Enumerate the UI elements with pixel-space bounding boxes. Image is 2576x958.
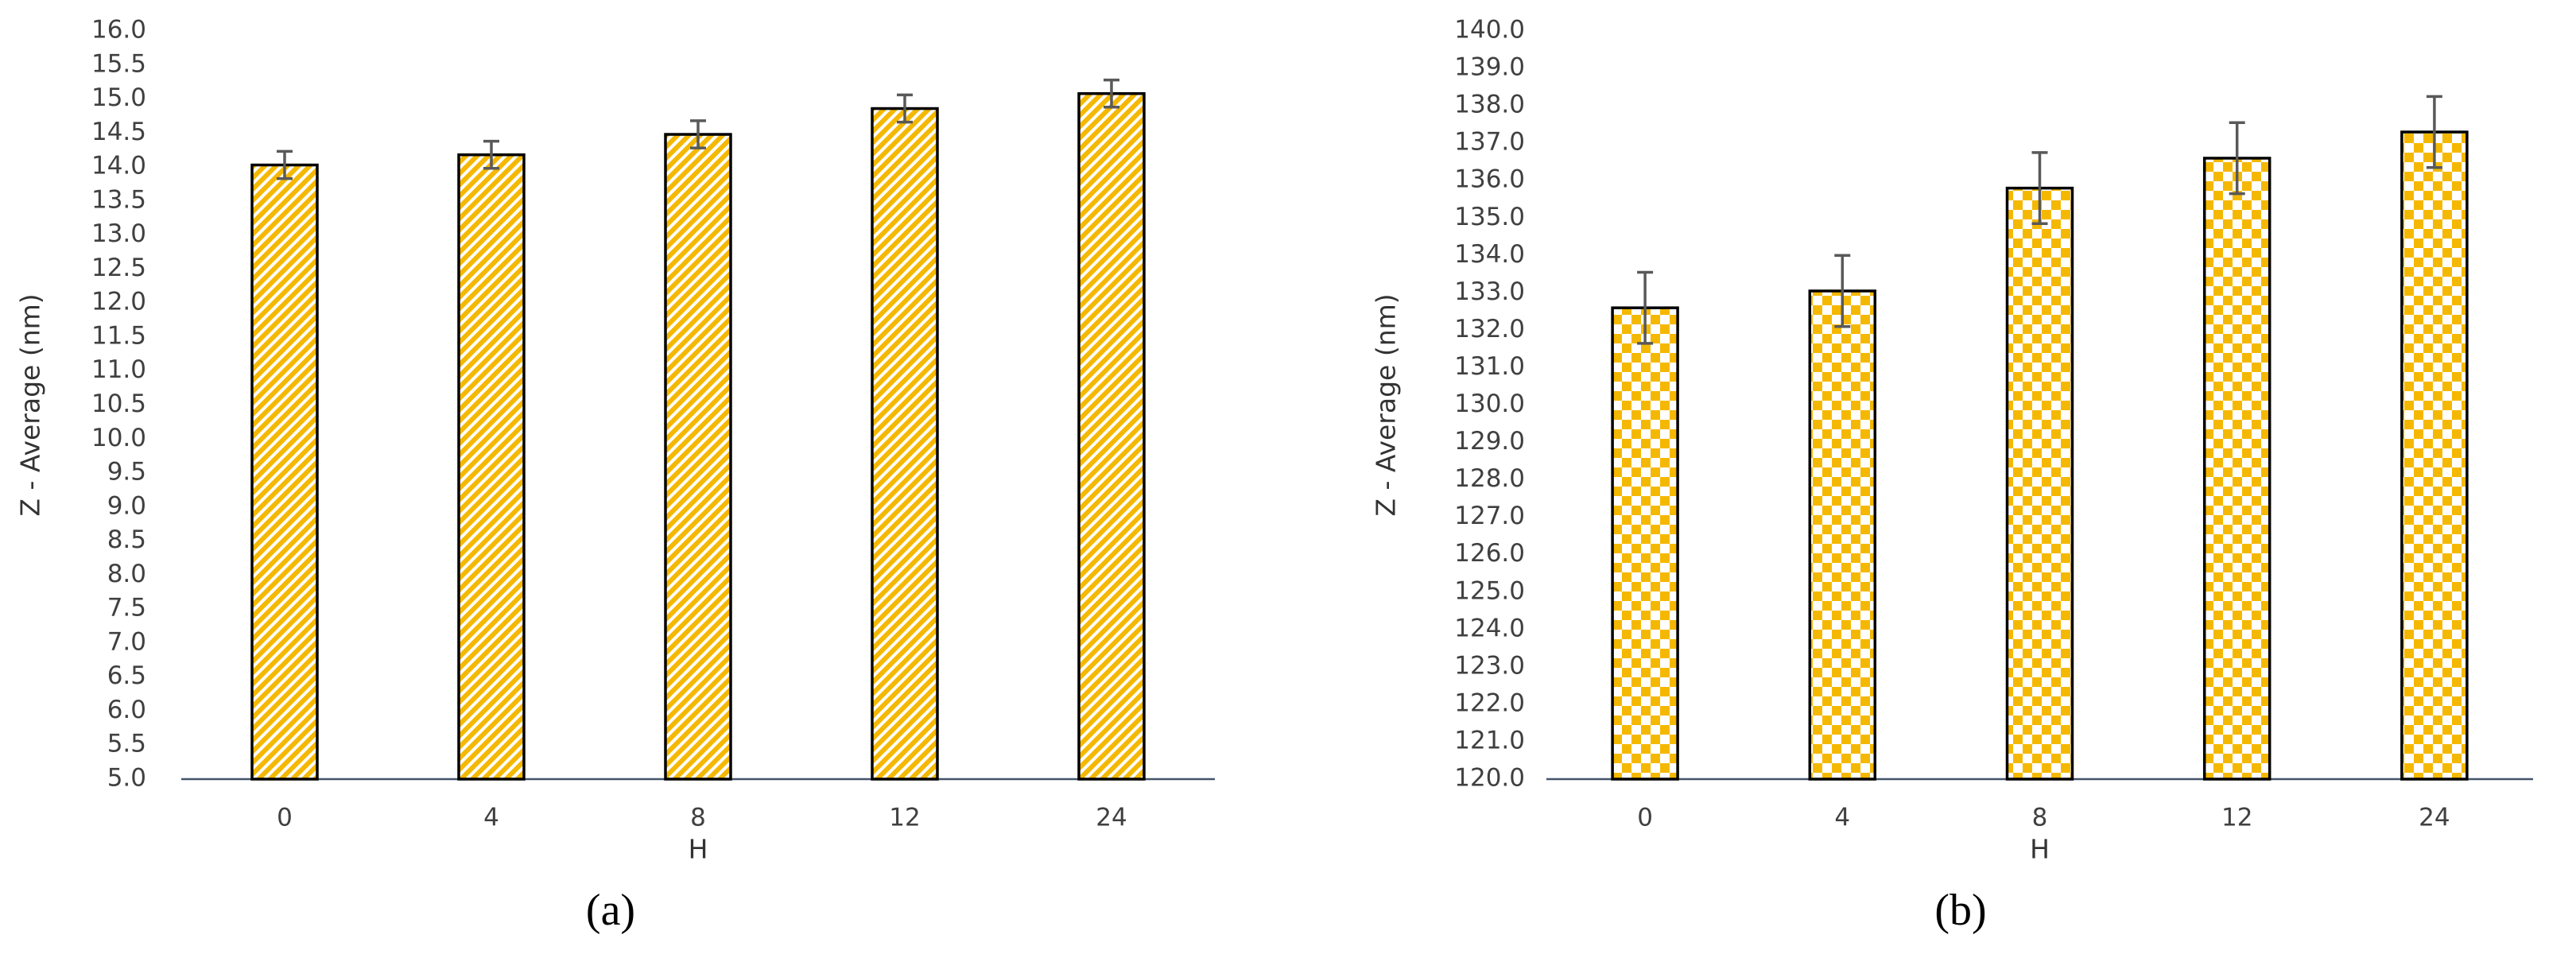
y-tick-label: 12.0 <box>91 288 146 316</box>
y-tick-label: 16.0 <box>91 16 146 45</box>
bar <box>2400 130 2469 781</box>
y-tick-label: 11.0 <box>91 355 146 384</box>
bar <box>250 163 319 781</box>
x-tick-label: 24 <box>1096 804 1127 832</box>
y-tick-label: 8.0 <box>107 560 146 588</box>
error-bar <box>690 119 706 149</box>
y-tick-label: 121.0 <box>1454 726 1525 754</box>
y-tick-label: 13.5 <box>91 185 146 214</box>
y-tick-label: 132.0 <box>1454 315 1525 343</box>
y-tick-label: 7.5 <box>107 594 146 623</box>
y-tick-label: 10.5 <box>91 390 146 418</box>
bar <box>1611 306 1679 781</box>
y-tick-label: 10.0 <box>91 424 146 452</box>
y-tick-label: 125.0 <box>1454 576 1525 605</box>
error-bar <box>897 93 913 124</box>
y-tick-label: 124.0 <box>1454 614 1525 642</box>
y-tick-label: 134.0 <box>1454 240 1525 269</box>
y-tick-label: 14.0 <box>91 152 146 180</box>
bar <box>1808 289 1877 781</box>
y-tick-label: 133.0 <box>1454 277 1525 306</box>
error-bar <box>2031 151 2048 226</box>
y-tick-label: 14.5 <box>91 118 146 146</box>
y-tick-label: 11.5 <box>91 321 146 350</box>
y-tick-label: 8.5 <box>107 526 146 554</box>
x-tick-label: 0 <box>1637 804 1653 832</box>
y-tick-label: 129.0 <box>1454 427 1525 456</box>
y-axis-title: Z - Average (nm) <box>1371 293 1402 516</box>
bar <box>1077 91 1146 781</box>
bar <box>871 107 939 781</box>
y-tick-label: 9.0 <box>107 491 146 520</box>
x-tick-label: 0 <box>277 804 293 832</box>
y-tick-label: 126.0 <box>1454 539 1525 568</box>
y-tick-label: 15.5 <box>91 49 146 78</box>
y-tick-label: 137.0 <box>1454 128 1525 157</box>
x-tick-label: 4 <box>1834 804 1850 832</box>
error-bar <box>483 139 499 170</box>
y-tick-label: 130.0 <box>1454 390 1525 418</box>
y-tick-label: 139.0 <box>1454 53 1525 82</box>
y-tick-label: 123.0 <box>1454 651 1525 680</box>
panel-label: (a) <box>586 886 635 935</box>
y-tick-label: 5.5 <box>107 730 146 758</box>
error-bar <box>277 149 293 180</box>
y-tick-label: 135.0 <box>1454 203 1525 231</box>
y-tick-label: 12.5 <box>91 254 146 282</box>
y-tick-label: 9.5 <box>107 458 146 487</box>
error-bar <box>2229 121 2245 196</box>
y-tick-label: 136.0 <box>1454 165 1525 194</box>
error-bar <box>2426 95 2442 169</box>
bar <box>2005 186 2074 781</box>
x-tick-label: 12 <box>2221 804 2252 832</box>
y-tick-label: 122.0 <box>1454 688 1525 717</box>
y-tick-label: 128.0 <box>1454 464 1525 493</box>
bar <box>457 153 526 781</box>
x-axis-title: H <box>2030 834 2050 865</box>
y-axis-title: Z - Average (nm) <box>15 293 46 516</box>
y-tick-label: 138.0 <box>1454 91 1525 119</box>
x-tick-label: 12 <box>889 804 920 832</box>
x-tick-label: 4 <box>483 804 499 832</box>
y-tick-label: 6.0 <box>107 696 146 724</box>
y-tick-label: 13.0 <box>91 219 146 248</box>
panel-label: (b) <box>1934 886 1986 935</box>
y-tick-label: 7.0 <box>107 627 146 656</box>
x-axis-title: H <box>689 834 708 865</box>
error-bar <box>1834 254 1851 328</box>
error-bar <box>1104 78 1119 109</box>
x-tick-label: 8 <box>690 804 706 832</box>
bar <box>2202 157 2271 781</box>
y-tick-label: 15.0 <box>91 83 146 112</box>
y-tick-label: 120.0 <box>1454 764 1525 793</box>
y-tick-label: 6.5 <box>107 661 146 690</box>
y-tick-label: 127.0 <box>1454 502 1525 530</box>
bar <box>664 133 732 781</box>
x-tick-label: 8 <box>2032 804 2048 832</box>
y-tick-label: 5.0 <box>107 764 146 793</box>
x-tick-label: 24 <box>2419 804 2450 832</box>
y-tick-label: 140.0 <box>1454 16 1525 45</box>
error-bar <box>1637 270 1654 345</box>
y-tick-label: 131.0 <box>1454 352 1525 381</box>
